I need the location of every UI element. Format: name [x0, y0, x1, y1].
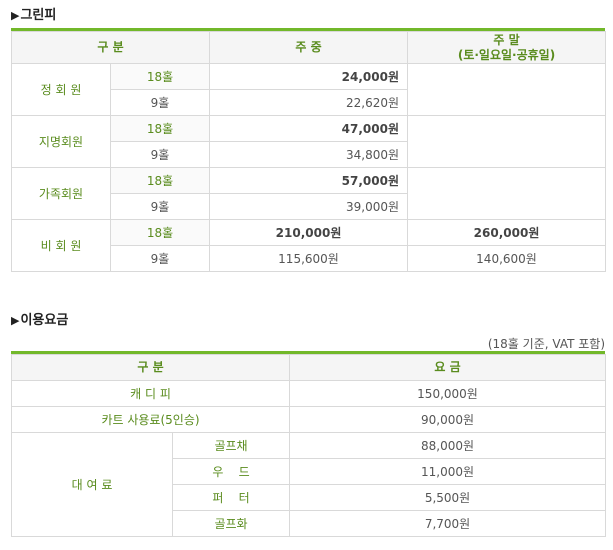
holes-cell: 18홀 [109, 219, 211, 246]
header-weekend: 주 말 (토·일요일·공휴일) [407, 31, 607, 64]
weekday-price: 24,000원 [209, 63, 409, 90]
table-row: 정 회 원 18홀 24,000원 [11, 63, 607, 116]
usage-table: 구 분 요 금 캐 디 피 150,000원 카트 사용료(5인승) 90,00… [10, 354, 607, 537]
rental-item-value: 7,700원 [289, 510, 607, 537]
holes-cell: 9홀 [109, 193, 211, 220]
table-row: 대 여 료 골프채 88,000원 [11, 432, 607, 537]
usage-table-top-border [11, 351, 605, 354]
caddie-fee-value: 150,000원 [289, 380, 607, 407]
weekday-price: 39,000원 [209, 193, 409, 220]
member-type-designated: 지명회원 [11, 115, 111, 168]
header-category: 구 분 [10, 354, 291, 381]
holes-cell: 18홀 [109, 63, 211, 90]
holes-cell: 18홀 [109, 115, 211, 142]
header-weekend-sub: (토·일요일·공휴일) [457, 47, 556, 62]
table-row: 비 회 원 18홀 210,000원 260,000원 [11, 219, 607, 272]
cart-fee-label: 카트 사용료(5인승) [10, 406, 291, 433]
header-fee: 요 금 [289, 354, 607, 381]
rental-item-name: 골프채 [171, 432, 291, 459]
usage-section-title: ▶이용요금 [11, 313, 69, 328]
weekend-price [407, 115, 607, 168]
rental-item-name: 퍼 터 [171, 484, 291, 511]
rental-item-name: 골프화 [171, 510, 291, 537]
holes-cell: 9홀 [109, 245, 211, 272]
greenfee-header-row: 구 분 주 중 주 말 (토·일요일·공휴일) [10, 31, 607, 64]
rental-item-value: 11,000원 [289, 458, 607, 485]
table-row: 지명회원 18홀 47,000원 [11, 115, 607, 168]
table-row: 9홀 34,800원 [12, 141, 606, 168]
weekend-price [407, 63, 607, 116]
table-row: 9홀 39,000원 [12, 193, 606, 220]
header-weekday: 주 중 [209, 31, 409, 64]
table-row: 골프화 7,700원 [12, 510, 607, 537]
table-row: 9홀 22,620원 [12, 89, 606, 116]
holes-cell: 9홀 [109, 141, 211, 168]
weekend-price [407, 167, 607, 220]
weekday-price: 47,000원 [209, 115, 409, 142]
weekend-price: 260,000원 [407, 219, 607, 246]
weekday-price: 115,600원 [209, 245, 409, 272]
member-type-family: 가족회원 [11, 167, 111, 220]
rental-fee-label: 대 여 료 [11, 432, 173, 537]
weekday-price: 22,620원 [209, 89, 409, 116]
member-type-nonmember: 비 회 원 [11, 219, 111, 272]
table-row: 퍼 터 5,500원 [12, 484, 607, 511]
greenfee-section-title: ▶그린피 [11, 8, 57, 23]
triangle-right-icon: ▶ [11, 9, 20, 22]
table-row: 가족회원 18홀 57,000원 [11, 167, 607, 220]
caddie-fee-label: 캐 디 피 [10, 380, 291, 407]
rental-item-value: 5,500원 [289, 484, 607, 511]
holes-cell: 9홀 [109, 89, 211, 116]
header-category: 구 분 [10, 31, 211, 64]
greenfee-table-top-border [11, 28, 605, 31]
member-type-regular: 정 회 원 [11, 63, 111, 116]
weekday-price: 57,000원 [209, 167, 409, 194]
usage-note: (18홀 기준, VAT 포함) [487, 337, 605, 351]
holes-cell: 18홀 [109, 167, 211, 194]
weekend-price: 140,600원 [407, 245, 607, 272]
rental-item-name: 우 드 [171, 458, 291, 485]
rental-item-value: 88,000원 [289, 432, 607, 459]
table-row: 9홀 115,600원 140,600원 [12, 245, 607, 272]
table-row: 카트 사용료(5인승) 90,000원 [10, 406, 607, 433]
greenfee-table: 구 분 주 중 주 말 (토·일요일·공휴일) 정 회 원 18홀 24,000… [10, 31, 607, 272]
cart-fee-value: 90,000원 [289, 406, 607, 433]
usage-header-row: 구 분 요 금 [10, 354, 607, 381]
weekday-price: 210,000원 [209, 219, 409, 246]
header-weekend-label: 주 말 [493, 32, 520, 47]
table-row: 캐 디 피 150,000원 [10, 380, 607, 407]
triangle-right-icon: ▶ [11, 314, 20, 327]
weekday-price: 34,800원 [209, 141, 409, 168]
